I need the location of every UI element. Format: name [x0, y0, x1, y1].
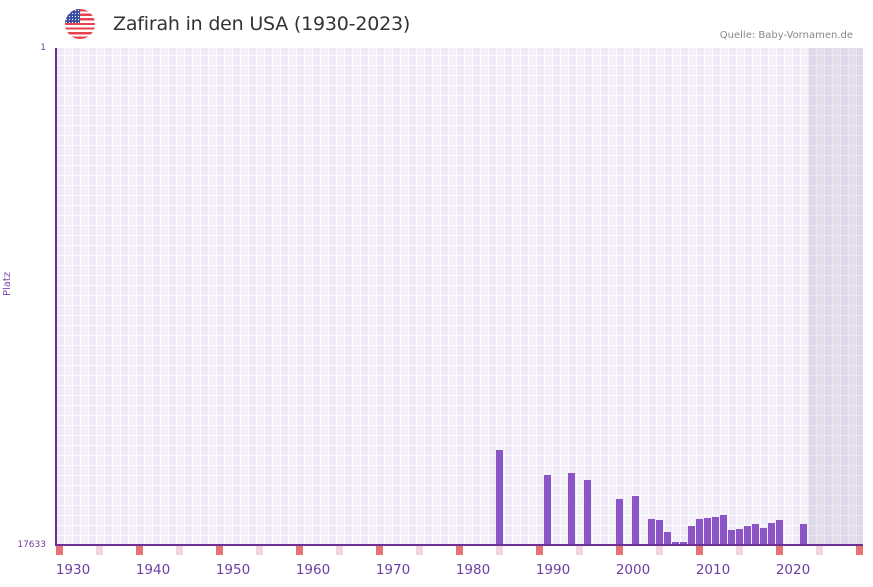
bar-2004[interactable] — [664, 532, 671, 545]
bar-2015[interactable] — [752, 524, 759, 545]
bar-1989[interactable] — [544, 475, 551, 545]
x-tick-2010: 2010 — [695, 562, 731, 578]
y-tick-top: 1 — [40, 43, 46, 53]
bar-2018[interactable] — [776, 520, 783, 545]
bar-2005[interactable] — [672, 542, 679, 545]
bar-2014[interactable] — [744, 526, 751, 545]
year-marker-1978 — [456, 546, 463, 555]
x-tick-2000: 2000 — [615, 562, 651, 578]
year-marker-2028 — [856, 546, 863, 555]
year-marker-1943 — [176, 546, 183, 555]
bar-2011[interactable] — [720, 515, 727, 545]
x-tick-1950: 1950 — [215, 562, 251, 578]
source-label: Quelle: Baby-Vornamen.de — [719, 30, 853, 41]
chart-title: Zafirah in den USA (1930-2023) — [113, 13, 411, 35]
bar-2012[interactable] — [728, 530, 735, 545]
bar-2017[interactable] — [768, 523, 775, 545]
year-marker-1948 — [216, 546, 223, 555]
vertical-gridlines — [56, 48, 863, 545]
x-tick-1970: 1970 — [375, 562, 411, 578]
year-marker-1993 — [576, 546, 583, 555]
year-marker-1988 — [536, 546, 543, 555]
plot-area — [56, 48, 863, 545]
year-marker-1933 — [96, 546, 103, 555]
bar-1983[interactable] — [496, 450, 503, 545]
bar-2007[interactable] — [688, 526, 695, 545]
year-marker-1938 — [136, 546, 143, 555]
bar-2016[interactable] — [760, 528, 767, 545]
year-marker-2023 — [816, 546, 823, 555]
y-axis-label: Platz — [2, 271, 13, 296]
bar-2010[interactable] — [712, 517, 719, 545]
year-marker-1998 — [616, 546, 623, 555]
bar-2013[interactable] — [736, 529, 743, 545]
year-marker-2008 — [696, 546, 703, 555]
year-marker-2013 — [736, 546, 743, 555]
bar-1994[interactable] — [584, 480, 591, 545]
x-tick-1960: 1960 — [295, 562, 331, 578]
bar-2021[interactable] — [800, 524, 807, 545]
year-marker-1953 — [256, 546, 263, 555]
year-marker-1973 — [416, 546, 423, 555]
x-tick-1980: 1980 — [455, 562, 491, 578]
year-marker-2003 — [656, 546, 663, 555]
y-axis-line — [55, 48, 57, 546]
us-flag-icon — [65, 9, 95, 39]
bar-2008[interactable] — [696, 519, 703, 545]
x-tick-1930: 1930 — [55, 562, 91, 578]
year-marker-1983 — [496, 546, 503, 555]
bar-1992[interactable] — [568, 473, 575, 545]
x-tick-2020: 2020 — [775, 562, 811, 578]
bar-2009[interactable] — [704, 518, 711, 545]
bar-1998[interactable] — [616, 499, 623, 545]
bar-2006[interactable] — [680, 542, 687, 545]
y-tick-bottom: 17633 — [17, 540, 46, 550]
bar-2003[interactable] — [656, 520, 663, 545]
year-marker-1963 — [336, 546, 343, 555]
year-marker-1968 — [376, 546, 383, 555]
year-marker-2018 — [776, 546, 783, 555]
x-axis-line — [55, 544, 863, 546]
x-tick-1990: 1990 — [535, 562, 571, 578]
year-marker-1928 — [56, 546, 63, 555]
bar-2000[interactable] — [632, 496, 639, 545]
future-shaded-region — [808, 48, 863, 545]
bar-2002[interactable] — [648, 519, 655, 545]
x-tick-1940: 1940 — [135, 562, 171, 578]
year-marker-1958 — [296, 546, 303, 555]
